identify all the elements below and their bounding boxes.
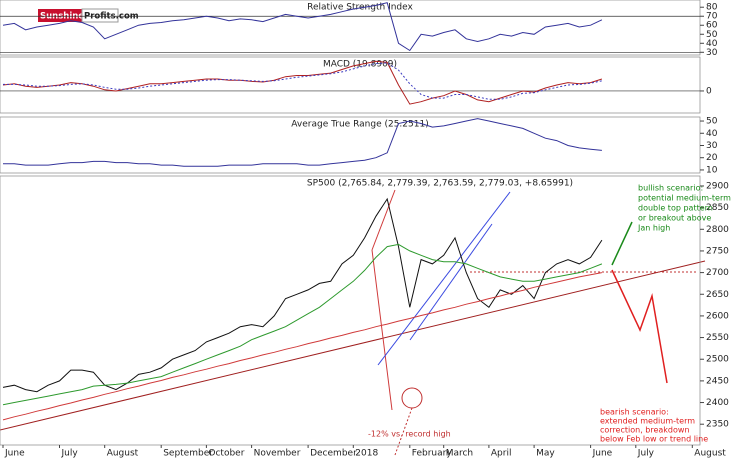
y-tick-label: 2650 [706,290,729,300]
y-tick-label: 2750 [706,246,729,256]
y-tick-label: 70 [706,12,718,22]
y-tick-label: 60 [706,21,718,31]
x-tick-label: August [694,449,726,458]
series-line [3,62,603,100]
logo-box [38,9,82,22]
y-tick-label: 10 [706,165,718,175]
panel-title: SP500 (2,765.84, 2,779.39, 2,763.59, 2,7… [307,179,573,189]
panel-frame [0,0,701,56]
x-tick-label: October [208,449,244,458]
bearish-note: bearish scenario: [600,408,669,417]
x-tick-label: June [4,449,25,458]
series-line [2,60,603,105]
y-tick-label: 30 [706,48,718,58]
bullish-note: or breakout above [638,214,711,223]
bullish-arrow [611,221,633,266]
y-tick-label: 2600 [706,311,729,321]
low-pointer [394,407,413,456]
panel-frame [0,56,701,114]
trend-line [371,249,393,411]
x-tick-label: August [107,449,139,458]
y-tick-label: 50 [706,30,718,40]
bearish-note: below Feb low or trend line [600,435,708,444]
logo: Sunshine Profits.com [38,8,139,23]
y-tick-label: 2450 [706,376,729,386]
bearish-arrow [611,269,668,384]
series-line [2,243,603,406]
y-tick-label: 20 [706,153,718,163]
x-tick-label: May [536,449,555,458]
series-line [2,272,602,421]
y-tick-label: 2400 [706,398,729,408]
y-tick-label: 0 [706,86,712,96]
y-tick-label: 2350 [706,420,729,430]
x-tick-label: September [163,449,213,458]
bearish-note: correction, breakdown [600,426,690,435]
drawings [0,189,706,456]
low-note: -12% vs. record high [368,430,451,439]
logo-box-right [81,8,119,23]
bullish-note: Jan high [637,224,670,233]
support-trend-line [0,260,706,431]
x-tick-label: June [592,449,613,458]
trend-line [371,189,396,251]
y-tick-label: 80 [706,3,718,13]
panel-frame [0,175,701,446]
channel-line [377,191,511,366]
y-tick-label: 40 [706,39,718,49]
x-tick-label: July [61,449,79,458]
x-tick-label: December [310,449,357,458]
x-tick-label: March [446,449,473,458]
x-tick-label: February [412,449,453,458]
y-tick-label: 30 [706,141,718,151]
y-tick-label: 2500 [706,355,729,365]
y-tick-label: 2800 [706,225,729,235]
y-tick-label: 2900 [706,181,729,191]
bearish-note: extended medium-term [600,417,695,426]
y-tick-label: 2850 [706,203,729,213]
bullish-note: bullish scenario: [638,184,703,193]
bullish-note: potential medium-term [638,194,731,203]
series-line [2,197,603,393]
x-tick-label: April [491,449,512,458]
y-tick-label: 2550 [706,333,729,343]
x-tick-label: July [637,449,655,458]
x-tick-label: 2018 [355,449,378,458]
series-line [2,2,603,52]
series-line [3,118,602,167]
panel-title: Average True Range (25.2511) [291,120,428,130]
y-tick-label: 2700 [706,268,729,278]
bullish-note: double top pattern [638,204,713,213]
y-tick-label: 40 [706,129,718,139]
x-tick-label: November [254,449,301,458]
channel-line [409,223,493,341]
y-tick-label: 50 [706,117,718,127]
